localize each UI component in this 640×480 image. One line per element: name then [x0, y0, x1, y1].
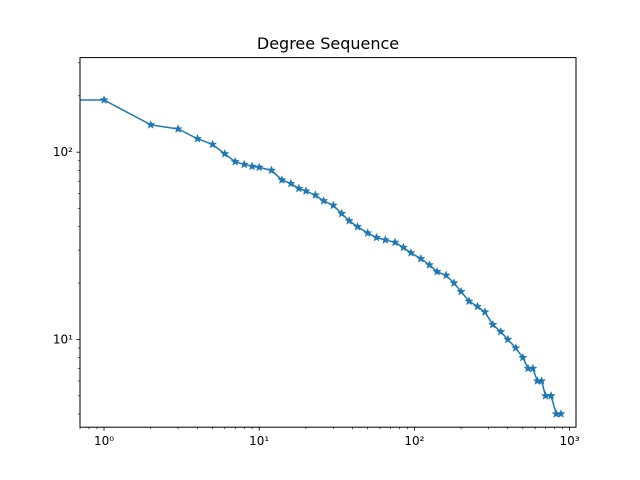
y-tick-label: 10¹ [53, 332, 73, 346]
data-point [146, 119, 156, 129]
series-line [80, 99, 561, 415]
x-tick-label: 10² [404, 434, 424, 448]
data-point [310, 190, 321, 200]
data-point [239, 159, 249, 169]
data-point [432, 266, 442, 276]
data-point [277, 175, 287, 185]
data-point [503, 334, 513, 344]
data-point [556, 409, 566, 418]
data-point [294, 183, 304, 193]
data-point [286, 178, 296, 188]
data-point [380, 235, 391, 244]
data-point [480, 307, 490, 317]
y-axis: 10¹ 10² [53, 62, 80, 415]
data-point [456, 286, 466, 296]
plot-area [80, 95, 566, 418]
data-point [398, 242, 409, 252]
data-point [441, 270, 451, 280]
data-point [99, 95, 109, 104]
data-point [464, 296, 474, 306]
data-point [363, 228, 373, 238]
data-point [318, 195, 329, 205]
data-point [301, 186, 311, 196]
data-point [352, 221, 363, 231]
axes-frame [79, 57, 577, 428]
data-point [207, 139, 218, 149]
data-point [424, 260, 435, 269]
data-point [173, 124, 183, 133]
data-point [390, 237, 400, 247]
data-point [220, 148, 230, 158]
x-tick-label: 10¹ [249, 434, 269, 448]
data-point [496, 326, 506, 336]
data-point [192, 133, 203, 143]
data-point [344, 215, 354, 225]
data-point [488, 319, 498, 329]
data-point [472, 301, 483, 311]
data-point [528, 363, 538, 373]
data-point [406, 247, 416, 257]
data-point [266, 165, 277, 175]
data-point [416, 253, 426, 263]
data-point [254, 162, 264, 172]
data-point [536, 376, 547, 385]
data-point [247, 161, 257, 171]
data-point [546, 390, 556, 400]
x-axis: 10⁰ 10¹ 10² 10³ [79, 427, 580, 448]
x-tick-label: 10³ [560, 434, 580, 448]
chart-title: Degree Sequence [257, 34, 399, 53]
data-point [230, 156, 240, 166]
y-tick-label: 10² [53, 145, 73, 159]
x-tick-label: 10⁰ [94, 434, 114, 448]
data-point [511, 343, 521, 353]
data-point [518, 352, 528, 362]
data-point [371, 232, 382, 242]
data-point [449, 278, 459, 288]
data-point [337, 208, 347, 218]
data-point [328, 200, 338, 210]
